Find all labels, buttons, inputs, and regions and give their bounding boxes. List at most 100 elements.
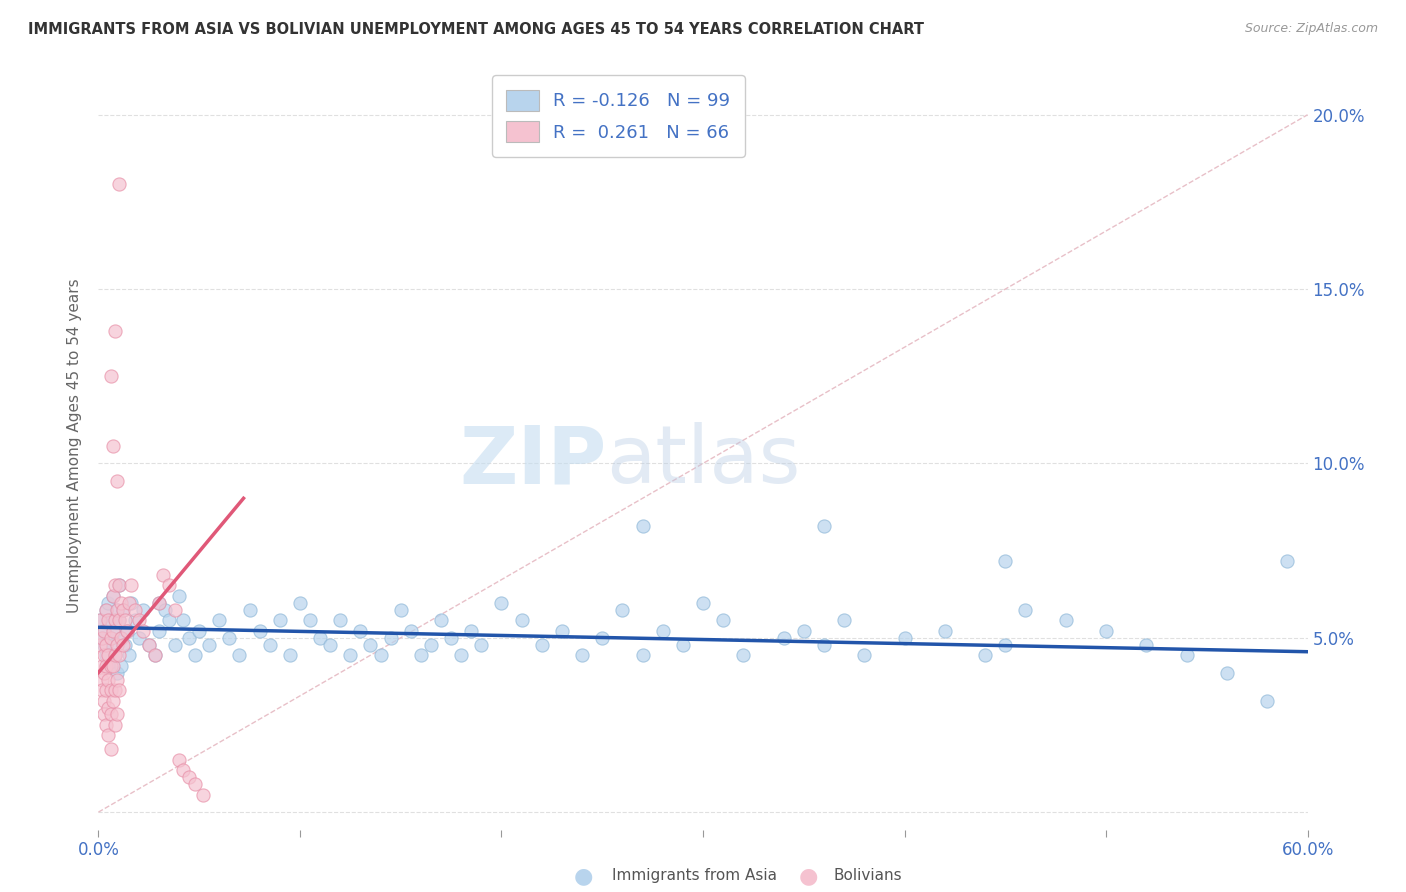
Point: [110, 631, 132, 645]
Text: Bolivians: Bolivians: [834, 869, 903, 883]
Point: [100, 707, 122, 722]
Text: IMMIGRANTS FROM ASIA VS BOLIVIAN UNEMPLOYMENT AMONG AGES 45 TO 54 YEARS CORRELAT: IMMIGRANTS FROM ASIA VS BOLIVIAN UNEMPLO…: [28, 22, 924, 37]
Point: [107, 613, 129, 627]
Point: [380, 631, 402, 645]
Point: [339, 648, 361, 663]
Text: Source: ZipAtlas.com: Source: ZipAtlas.com: [1244, 22, 1378, 36]
Point: [124, 603, 146, 617]
Point: [103, 718, 125, 732]
Point: [188, 624, 211, 638]
Point: [148, 596, 170, 610]
Point: [105, 603, 128, 617]
Point: [631, 519, 654, 533]
Point: [138, 638, 160, 652]
Point: [153, 603, 176, 617]
Point: [934, 624, 956, 638]
Point: [128, 613, 150, 627]
Point: [228, 648, 250, 663]
Point: [100, 369, 122, 384]
Point: [118, 648, 141, 663]
Point: [409, 648, 432, 663]
Point: [571, 648, 593, 663]
Point: [1277, 554, 1299, 568]
Point: [370, 648, 392, 663]
Point: [91, 631, 114, 645]
Point: [110, 596, 132, 610]
Point: [101, 638, 124, 652]
Point: [91, 631, 114, 645]
Point: [309, 631, 332, 645]
Point: [101, 439, 124, 453]
Point: [97, 673, 120, 687]
Point: [163, 603, 186, 617]
Legend: R = -0.126   N = 99, R =  0.261   N = 66: R = -0.126 N = 99, R = 0.261 N = 66: [492, 75, 745, 157]
Point: [198, 638, 221, 652]
Point: [179, 770, 201, 784]
Point: [91, 658, 114, 673]
Point: [319, 638, 342, 652]
Point: [107, 178, 129, 192]
Point: [105, 603, 128, 617]
Point: [105, 474, 128, 488]
Point: [1135, 638, 1157, 652]
Point: [711, 613, 734, 627]
Point: [184, 648, 207, 663]
Point: [450, 648, 472, 663]
Point: [96, 648, 118, 663]
Text: ZIP: ZIP: [458, 422, 606, 500]
Point: [93, 648, 115, 663]
Point: [239, 603, 262, 617]
Point: [157, 578, 180, 592]
Point: [510, 613, 533, 627]
Point: [96, 603, 118, 617]
Point: [167, 753, 190, 767]
Point: [101, 589, 124, 603]
Point: [107, 613, 129, 627]
Point: [288, 596, 311, 610]
Point: [360, 638, 382, 652]
Point: [103, 648, 125, 663]
Point: [430, 613, 453, 627]
Point: [128, 631, 150, 645]
Point: [100, 631, 122, 645]
Point: [893, 631, 915, 645]
Point: [103, 624, 125, 638]
Point: [105, 707, 128, 722]
Point: [530, 638, 553, 652]
Point: [853, 648, 876, 663]
Point: [105, 638, 128, 652]
Point: [115, 624, 138, 638]
Point: [172, 764, 194, 778]
Point: [97, 596, 120, 610]
Point: [107, 578, 129, 592]
Point: [110, 631, 132, 645]
Point: [103, 578, 125, 592]
Point: [103, 324, 125, 338]
Point: [179, 631, 201, 645]
Point: [96, 638, 118, 652]
Point: [97, 613, 120, 627]
Point: [93, 665, 115, 680]
Point: [96, 718, 118, 732]
Point: [96, 683, 118, 698]
Point: [101, 658, 124, 673]
Point: [399, 624, 422, 638]
Point: [1014, 603, 1036, 617]
Point: [101, 624, 124, 638]
Point: [100, 613, 122, 627]
Point: [107, 578, 129, 592]
Point: [299, 613, 322, 627]
Point: [138, 638, 160, 652]
Point: [460, 624, 482, 638]
Point: [100, 631, 122, 645]
Point: [93, 707, 115, 722]
Point: [1054, 613, 1077, 627]
Point: [1216, 665, 1239, 680]
Point: [91, 673, 114, 687]
Point: [107, 683, 129, 698]
Text: ●: ●: [574, 866, 593, 886]
Point: [114, 638, 136, 652]
Point: [692, 596, 714, 610]
Point: [157, 613, 180, 627]
Point: [120, 578, 142, 592]
